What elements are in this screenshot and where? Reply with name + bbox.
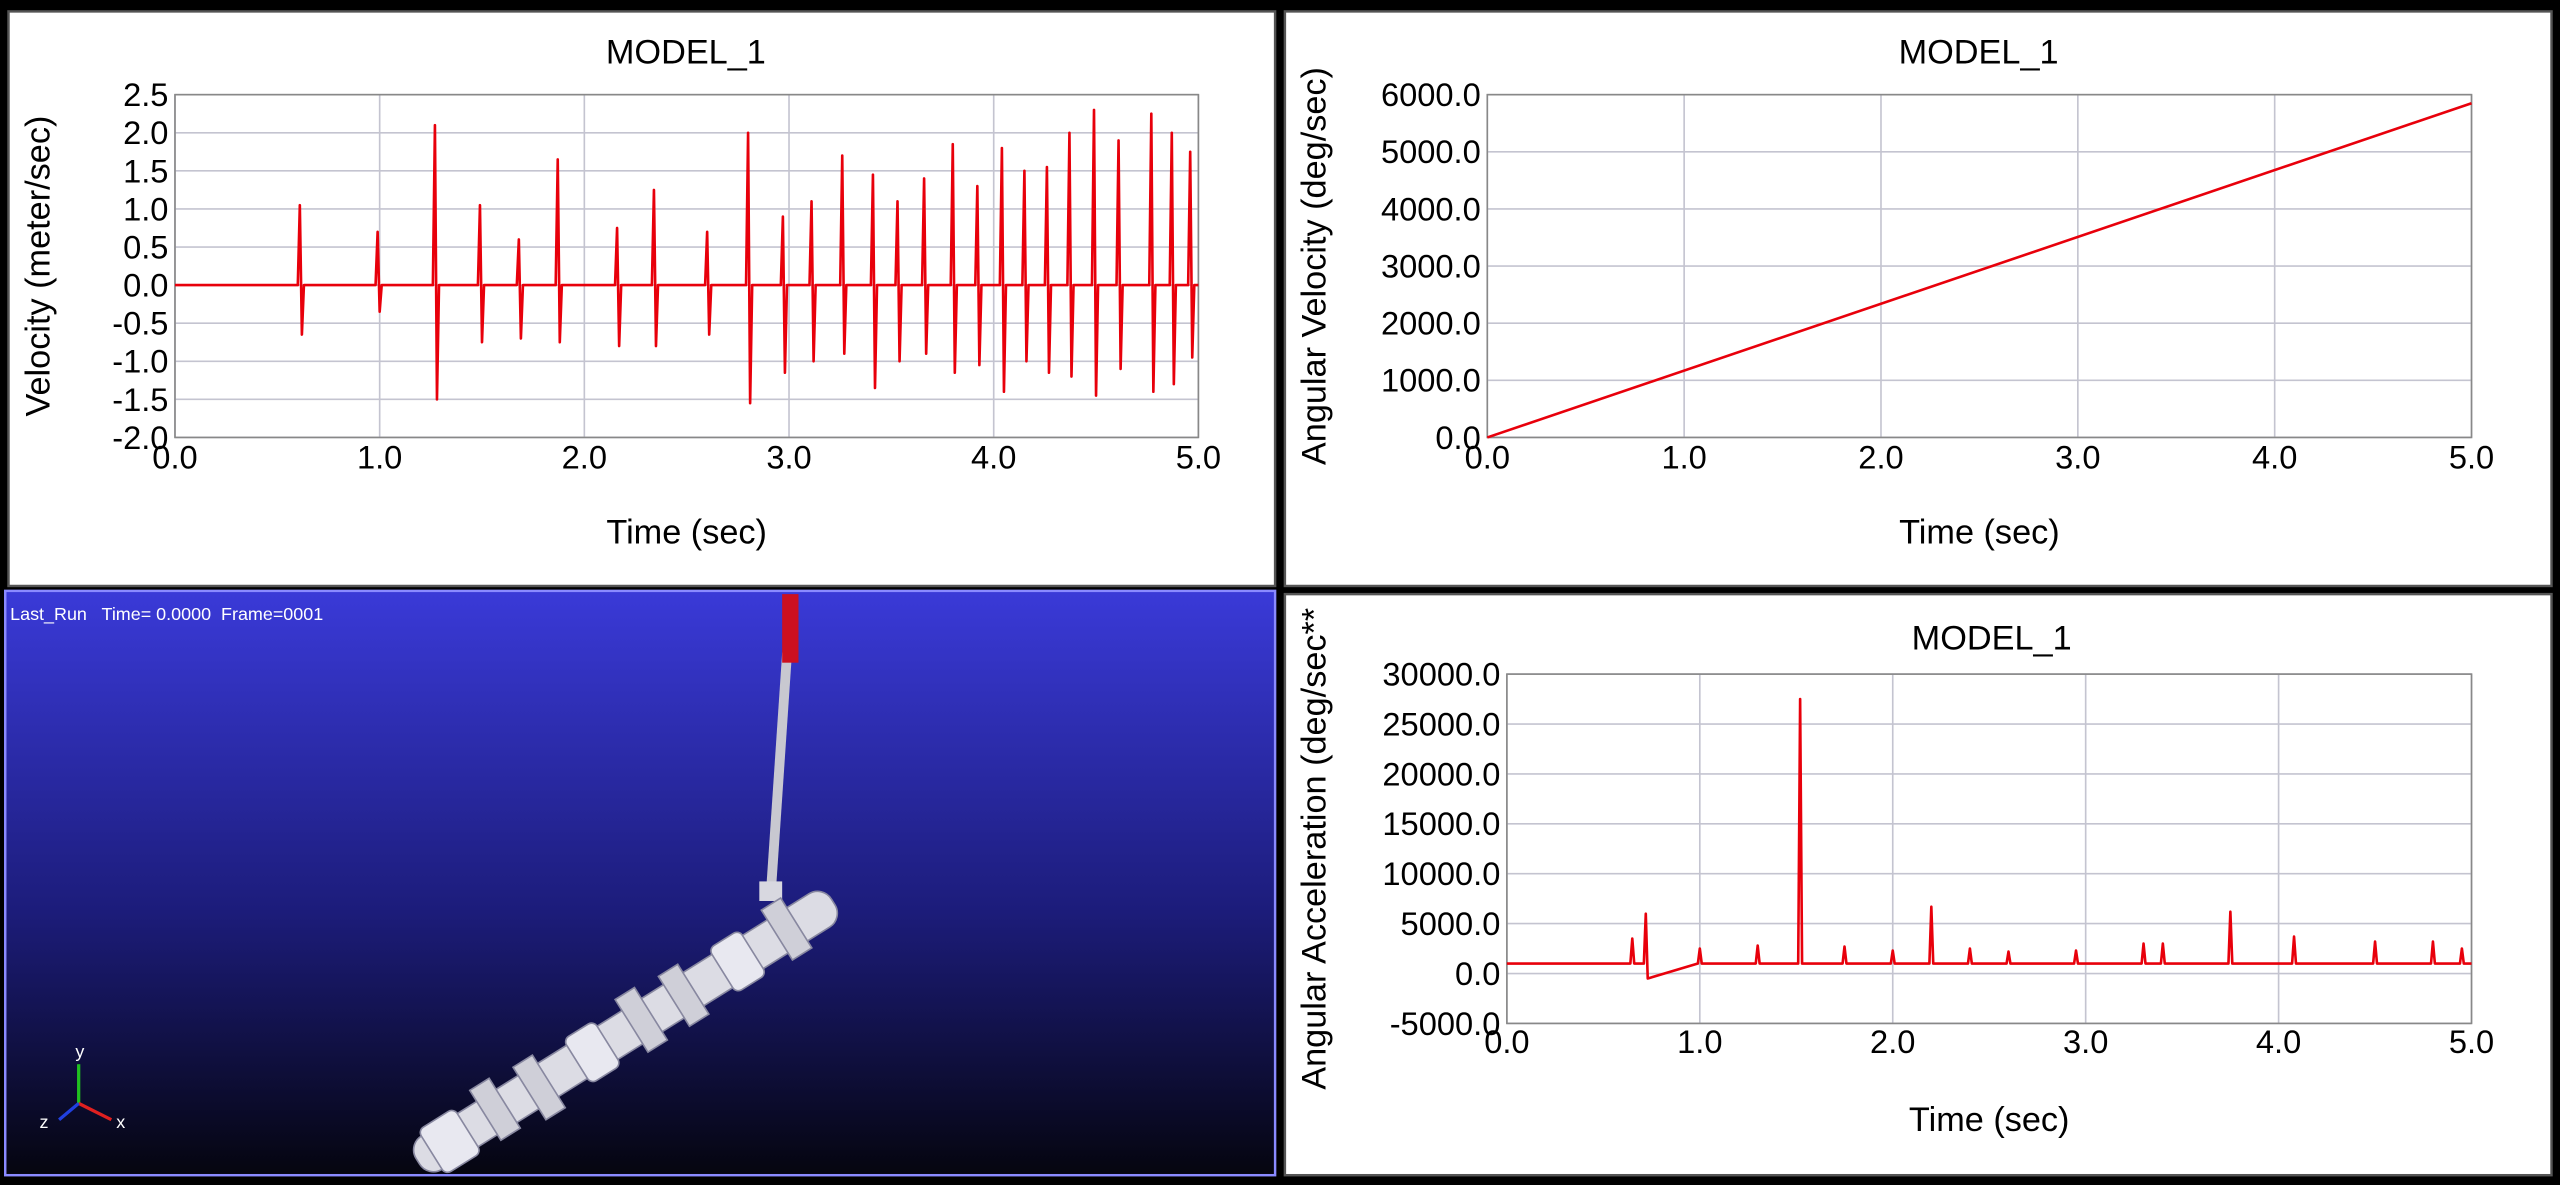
y-tick-label: 0.0	[123, 267, 168, 304]
y-tick-label: 0.5	[123, 228, 168, 265]
plot-frame	[1486, 93, 2473, 439]
y-tick-label: -5000.0	[1390, 1005, 1501, 1042]
x-tick-label: 1.0	[357, 438, 402, 475]
y-tick-label: -2.0	[112, 419, 168, 456]
y-tick-label: 1000.0	[1381, 362, 1481, 399]
y-tick-label: 10000.0	[1382, 855, 1500, 892]
y-tick-label: 30000.0	[1382, 656, 1500, 693]
x-tick-label: 0.0	[1484, 1023, 1529, 1060]
axis-x-label: x	[116, 1112, 125, 1132]
x-tick-label: 4.0	[971, 438, 1016, 475]
y-tick-label: 2000.0	[1381, 305, 1481, 342]
x-tick-label: 1.0	[1661, 438, 1706, 475]
data-line	[174, 108, 1199, 405]
x-tick-label: 4.0	[2252, 438, 2297, 475]
data-line	[1486, 102, 2472, 439]
x-tick-label: 1.0	[1677, 1023, 1722, 1060]
camshaft	[412, 890, 839, 1174]
chart-title: MODEL_1	[606, 34, 766, 72]
chart: -2.0-1.5-1.0-0.50.00.51.01.52.02.50.0 1.0…	[7, 10, 1277, 588]
y-tick-label: 2.0	[123, 114, 168, 151]
y-tick-label: 2.5	[123, 76, 168, 113]
y-tick-label: 5000.0	[1381, 133, 1481, 170]
y-axis-label: Angular Velocity (deg/sec)	[1296, 67, 1334, 465]
x-tick-label: 3.0	[2055, 438, 2100, 475]
y-tick-label: 15000.0	[1382, 805, 1500, 842]
x-tick-label: 0.0	[152, 438, 197, 475]
x-tick-label: 3.0	[2063, 1023, 2108, 1060]
y-tick-label: 6000.0	[1381, 76, 1481, 113]
pushrod	[759, 594, 799, 901]
y-tick-label: 0.0	[1435, 419, 1480, 456]
chart-panel	[1283, 10, 2553, 588]
y-tick-label: 1.5	[123, 152, 168, 189]
y-axis-label: Angular Acceleration (deg/sec**	[1296, 608, 1334, 1090]
x-tick-label: 5.0	[2449, 438, 2494, 475]
y-tick-label: 3000.0	[1381, 247, 1481, 284]
y-tick-label: 5000.0	[1401, 905, 1501, 942]
y-tick-label: 25000.0	[1382, 705, 1500, 742]
axis-y-label: y	[75, 1042, 84, 1062]
x-tick-label: 2.0	[562, 438, 607, 475]
viewport-status: Last_Run Time= 0.0000 Frame=0001	[10, 604, 323, 625]
x-tick-label: 5.0	[1176, 438, 1221, 475]
viewport-3d: Last_Run Time= 0.0000 Frame=0001 y x z	[4, 589, 1277, 1177]
data-line	[1506, 697, 2472, 980]
y-tick-label: -1.0	[112, 343, 168, 380]
x-tick-label: 4.0	[2256, 1023, 2301, 1060]
x-tick-label: 2.0	[1858, 438, 1903, 475]
y-tick-label: 20000.0	[1382, 755, 1500, 792]
chart-title: MODEL_1	[1899, 34, 2059, 72]
plot-frame	[1506, 673, 2473, 1025]
chart-panel	[7, 10, 1277, 588]
chart-panel	[1283, 592, 2553, 1177]
chart: 0.0 1000.0 2000.0 3000.0 4000.0 5000.0 6000.0 0…	[1283, 10, 2553, 588]
plot-frame	[174, 93, 1200, 439]
x-axis-label: Time (sec)	[1909, 1101, 2070, 1139]
x-tick-label: 3.0	[766, 438, 811, 475]
chart-title: MODEL_1	[1912, 620, 2072, 658]
y-tick-label: 4000.0	[1381, 190, 1481, 227]
axis-triad: y x z	[40, 1042, 126, 1132]
chart: -5000.00.05000.010000.015000.020000.0250…	[1283, 592, 2553, 1177]
x-tick-label: 5.0	[2449, 1023, 2494, 1060]
y-tick-label: -1.5	[112, 381, 168, 418]
axis-z-label: z	[40, 1112, 49, 1132]
x-axis-label: Time (sec)	[1899, 514, 2060, 552]
y-tick-label: 1.0	[123, 190, 168, 227]
x-axis-label: Time (sec)	[606, 514, 767, 552]
viewport-frame	[4, 589, 1277, 1177]
y-tick-label: 0.0	[1455, 955, 1500, 992]
x-tick-label: 0.0	[1465, 438, 1510, 475]
y-tick-label: -0.5	[112, 305, 168, 342]
x-tick-label: 2.0	[1870, 1023, 1915, 1060]
y-axis-label: Velocity (meter/sec)	[19, 116, 57, 417]
